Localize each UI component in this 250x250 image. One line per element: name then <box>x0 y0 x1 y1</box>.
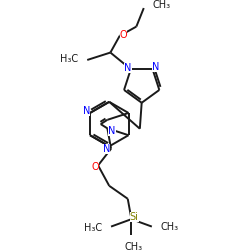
Text: Si: Si <box>130 212 139 222</box>
Text: CH₃: CH₃ <box>160 222 178 232</box>
Text: H₃C: H₃C <box>60 54 78 64</box>
Text: N: N <box>82 106 90 116</box>
Text: CH₃: CH₃ <box>124 242 142 250</box>
Text: H₃C: H₃C <box>84 222 102 232</box>
Text: N: N <box>124 63 132 73</box>
Text: N: N <box>152 62 159 72</box>
Text: N: N <box>103 144 110 154</box>
Text: N: N <box>108 126 116 136</box>
Text: O: O <box>120 30 127 40</box>
Text: CH₃: CH₃ <box>152 0 170 10</box>
Text: O: O <box>92 162 99 172</box>
